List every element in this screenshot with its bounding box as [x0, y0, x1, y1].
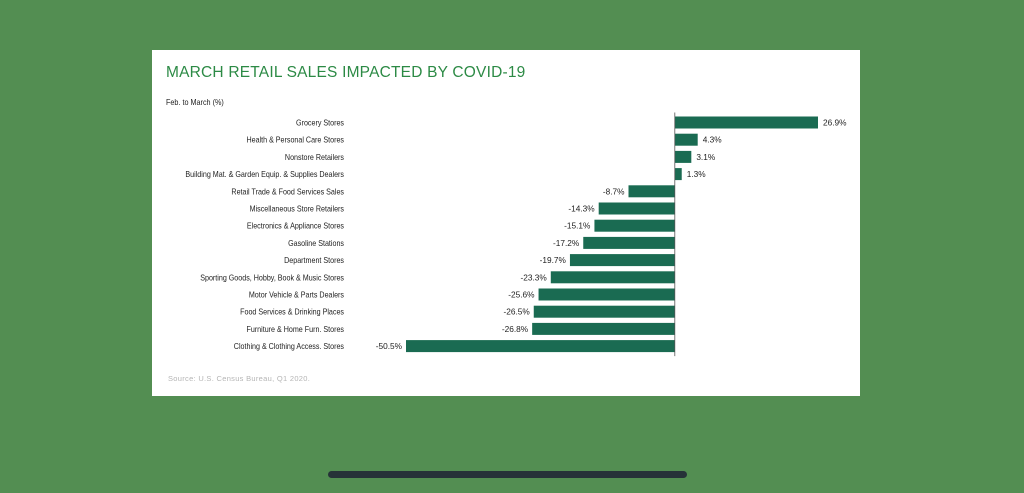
value-label: -25.6% — [508, 290, 535, 300]
category-label: Health & Personal Care Stores — [246, 135, 344, 145]
value-label: -26.5% — [503, 307, 530, 317]
category-label: Retail Trade & Food Services Sales — [231, 187, 344, 197]
bar — [674, 150, 692, 163]
bar-chart: Grocery Stores 26.9% Health & Personal Car… — [185, 112, 847, 357]
category-label: Food Services & Drinking Places — [240, 307, 344, 317]
category-label: Department Stores — [284, 256, 344, 266]
value-label: -14.3% — [568, 204, 595, 214]
category-label: Electronics & Appliance Stores — [247, 221, 344, 231]
chart-source: Source: U.S. Census Bureau, Q1 2020. — [168, 374, 311, 383]
category-label: Miscellaneous Store Retailers — [250, 204, 344, 214]
value-label: -17.2% — [553, 238, 580, 248]
value-label: -8.7% — [603, 186, 625, 196]
bar — [583, 236, 675, 249]
bar — [569, 254, 675, 267]
value-label: 4.3% — [703, 135, 723, 145]
bars-layer — [406, 116, 818, 353]
value-label: 26.9% — [823, 118, 847, 128]
category-label: Motor Vehicle & Parts Dealers — [249, 290, 344, 300]
value-label: -50.5% — [376, 341, 403, 351]
bar — [628, 185, 675, 198]
category-label: Clothing & Clothing Access. Stores — [234, 342, 344, 352]
bar — [533, 305, 675, 318]
category-label: Building Mat. & Garden Equip. & Supplies… — [185, 170, 344, 180]
value-label: 3.1% — [696, 152, 716, 162]
chart-title: MARCH RETAIL SALES IMPACTED BY COVID-19 — [166, 64, 526, 81]
value-label: -26.8% — [502, 324, 529, 334]
category-label: Nonstore Retailers — [285, 152, 344, 162]
bar — [598, 202, 675, 215]
value-label: 1.3% — [687, 169, 707, 179]
bar — [674, 168, 682, 181]
category-label: Furniture & Home Furn. Stores — [246, 324, 344, 334]
category-label: Grocery Stores — [296, 118, 344, 128]
home-indicator[interactable] — [328, 471, 687, 478]
value-label: -15.1% — [564, 221, 591, 231]
chart-card: MARCH RETAIL SALES IMPACTED BY COVID-19 … — [152, 50, 860, 396]
bar — [538, 288, 675, 301]
value-label: -19.7% — [540, 255, 567, 265]
bar — [674, 116, 818, 129]
bar — [594, 219, 675, 232]
category-label: Gasoline Stations — [288, 238, 344, 248]
value-label: -23.3% — [520, 272, 547, 282]
labels-layer: Grocery Stores 26.9% Health & Personal Car… — [185, 118, 847, 352]
category-label: Sporting Goods, Hobby, Book & Music Stor… — [200, 273, 344, 283]
bar — [550, 271, 675, 284]
bar — [532, 322, 675, 335]
bar — [406, 340, 675, 353]
chart-subtitle: Feb. to March (%) — [166, 97, 224, 107]
bar — [674, 133, 698, 146]
